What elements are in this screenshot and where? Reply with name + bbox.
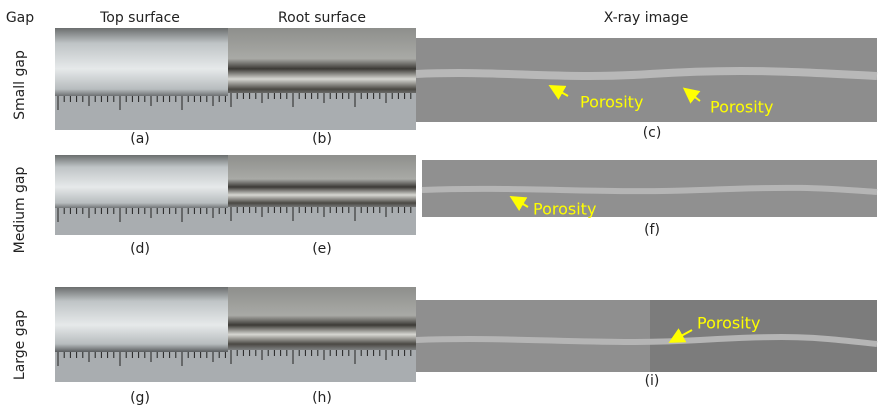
caption: (h) xyxy=(312,390,332,406)
figure: Gap Top surface Root surface X-ray image… xyxy=(0,0,879,410)
ruler xyxy=(55,96,228,130)
caption: (i) xyxy=(645,373,660,389)
caption: (b) xyxy=(312,131,332,147)
caption: (g) xyxy=(130,390,150,406)
xray xyxy=(416,38,877,122)
row-label: Large gap xyxy=(12,310,28,380)
column-header: X-ray image xyxy=(604,10,689,26)
caption: (e) xyxy=(312,241,332,257)
caption: (f) xyxy=(644,222,660,238)
annotation: Porosity xyxy=(580,93,643,112)
column-header: Root surface xyxy=(278,10,366,26)
caption: (c) xyxy=(643,125,662,141)
xray-weld xyxy=(416,71,877,76)
caption: (d) xyxy=(130,241,150,257)
column-header: Top surface xyxy=(99,10,180,26)
caption: (a) xyxy=(130,131,150,147)
row-label: Medium gap xyxy=(12,167,28,254)
ruler xyxy=(55,208,228,235)
row-label: Small gap xyxy=(12,50,28,120)
annotation: Porosity xyxy=(533,200,596,219)
ruler xyxy=(55,352,228,382)
annotation: Porosity xyxy=(710,98,773,117)
annotation: Porosity xyxy=(697,314,760,333)
header-gap: Gap xyxy=(6,10,34,26)
